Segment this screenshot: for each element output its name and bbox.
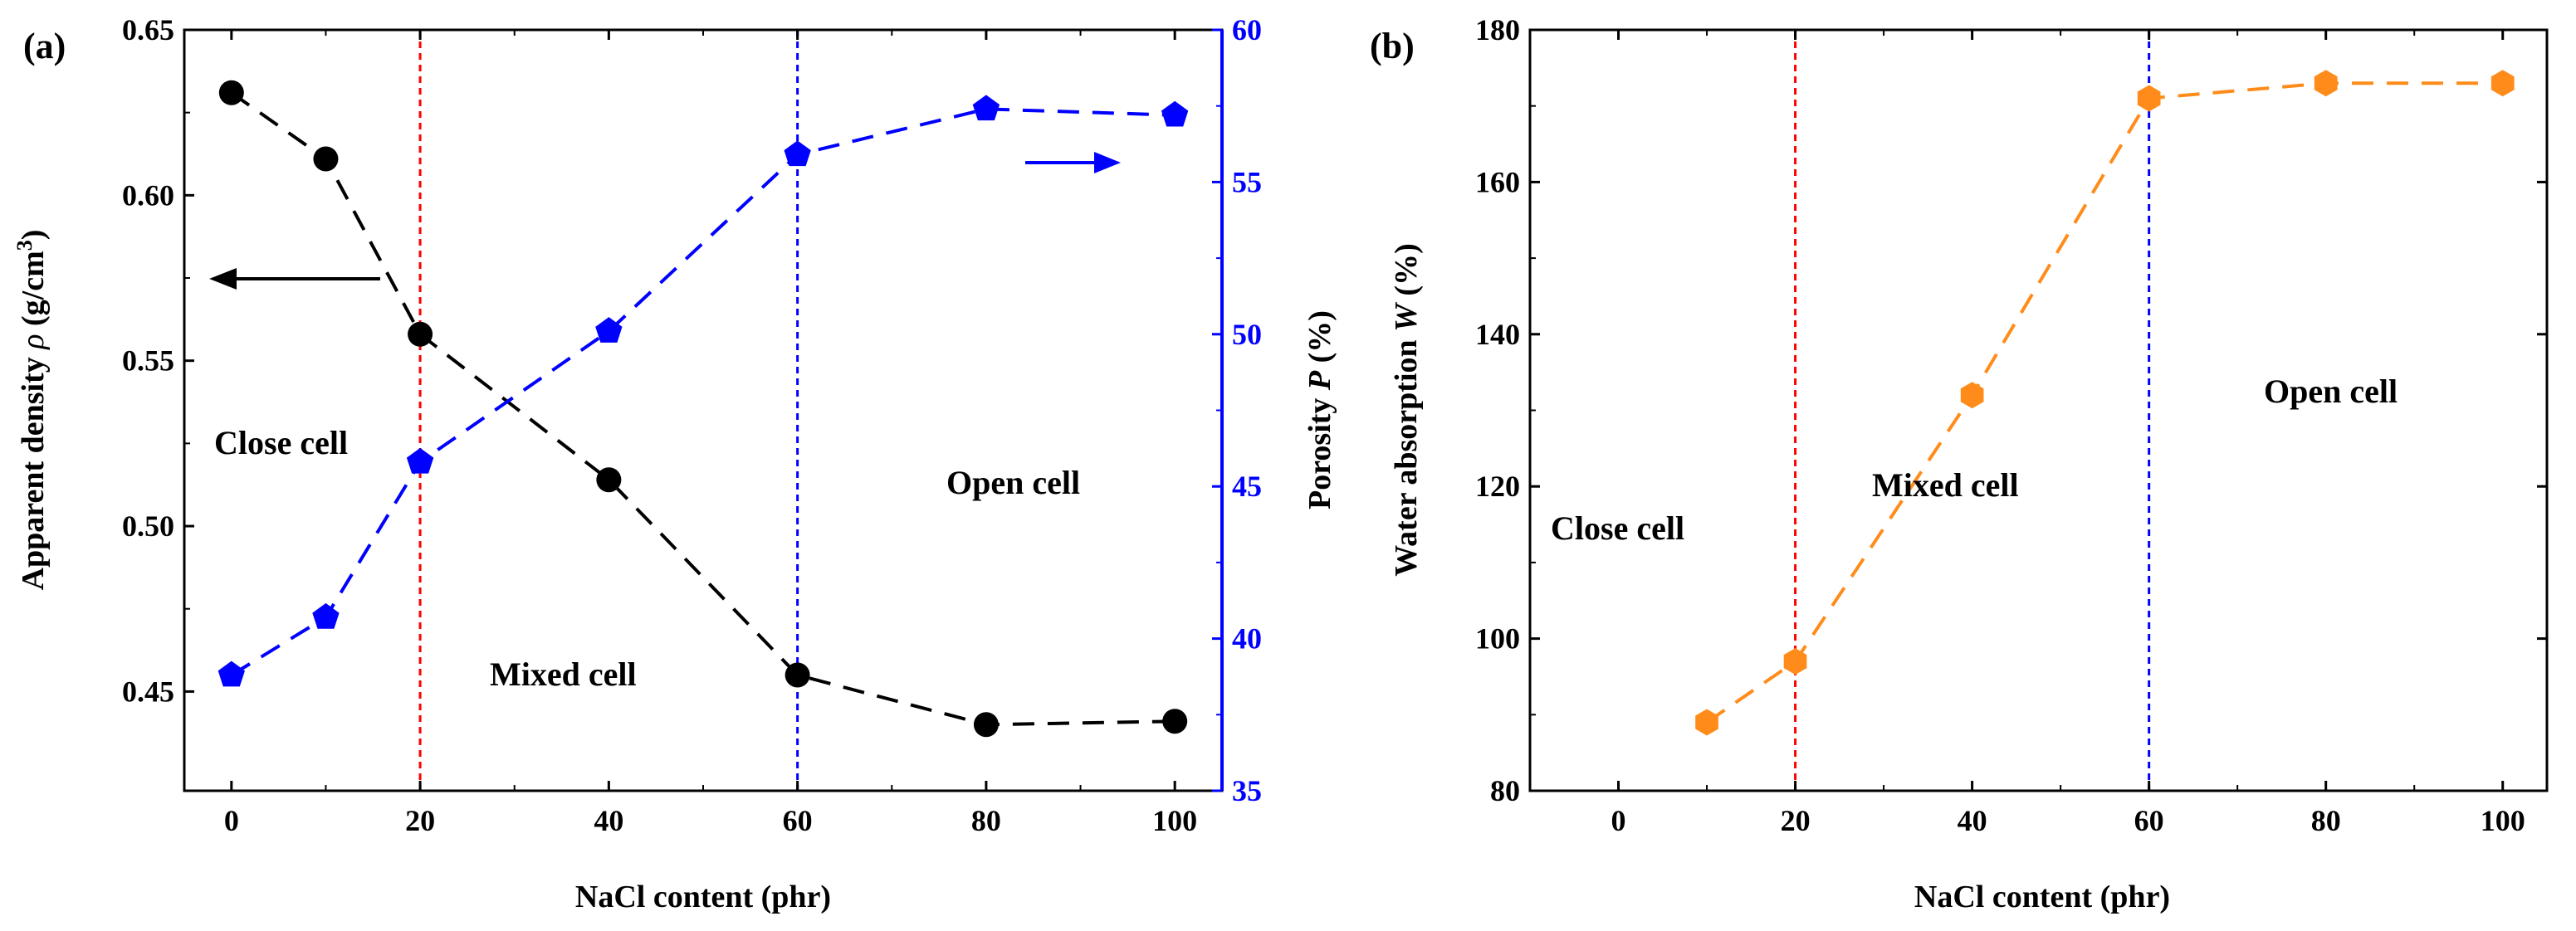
water-point bbox=[2314, 70, 2338, 97]
density-series-line bbox=[230, 91, 1176, 727]
x-tick-label: 100 bbox=[1152, 804, 1197, 837]
panel-b-dividers bbox=[1794, 30, 2151, 791]
y-tick-label: 0.60 bbox=[122, 178, 174, 212]
panel-a-x-axis-title: NaCl content (phr) bbox=[575, 880, 831, 914]
water-series-line bbox=[1705, 81, 2503, 724]
water-point bbox=[1695, 709, 1718, 736]
panel-b-x-ticks: 0 20 40 60 80 100 bbox=[1611, 30, 2525, 837]
y-tick-label: 0.50 bbox=[122, 509, 174, 543]
density-point bbox=[1162, 709, 1188, 734]
x-tick-label: 0 bbox=[1611, 804, 1626, 837]
porosity-point bbox=[972, 95, 1000, 121]
water-point bbox=[2137, 85, 2161, 112]
y-tick-label: 0.65 bbox=[122, 13, 174, 46]
y-tick-label: 180 bbox=[1475, 13, 1520, 46]
panel-a-region-mixed: Mixed cell bbox=[490, 656, 637, 693]
x-tick-label: 20 bbox=[1781, 804, 1811, 837]
panel-a-label: (a) bbox=[23, 26, 66, 66]
porosity-point bbox=[218, 660, 245, 687]
x-tick-label: 60 bbox=[2134, 804, 2164, 837]
y-tick-label: 80 bbox=[1490, 774, 1520, 807]
porosity-series-line bbox=[230, 107, 1176, 677]
water-point bbox=[1783, 648, 1807, 675]
porosity-point bbox=[312, 602, 340, 629]
panel-b-lines bbox=[1705, 81, 2503, 724]
density-point bbox=[408, 321, 433, 347]
panel-a-region-open: Open cell bbox=[946, 464, 1080, 501]
x-tick-label: 40 bbox=[1958, 804, 1987, 837]
density-point bbox=[596, 467, 622, 493]
panel-a-right-ticks: 35 40 45 50 55 60 bbox=[1212, 13, 1262, 807]
panel-b-y-axis-title: Water absorption W (%) bbox=[1389, 243, 1424, 576]
y-tick-label: 120 bbox=[1475, 470, 1520, 503]
y-tick-label: 0.45 bbox=[122, 675, 174, 708]
x-tick-label: 100 bbox=[2481, 804, 2525, 837]
panel-a-right-axis-title: Porosity P (%) bbox=[1303, 310, 1337, 509]
panel-a-left-ticks: 0.45 0.50 0.55 0.60 0.65 bbox=[122, 13, 194, 708]
water-point bbox=[2490, 70, 2515, 97]
y-tick-label: 55 bbox=[1232, 165, 1262, 198]
y-tick-label: 0.55 bbox=[122, 344, 174, 378]
panel-b-plot-frame bbox=[1528, 28, 2549, 792]
x-tick-label: 40 bbox=[594, 804, 623, 837]
arrow-left-icon bbox=[209, 268, 380, 290]
density-point bbox=[218, 80, 244, 105]
panel-b-x-axis-title: NaCl content (phr) bbox=[1914, 880, 2170, 914]
x-tick-label: 80 bbox=[2311, 804, 2341, 837]
x-tick-label: 20 bbox=[405, 804, 435, 837]
panel-b: (b) 0 20 40 60 80 100 80 100 120 140 160 180 Close… bbox=[1370, 13, 2549, 914]
panel-b-region-open: Open cell bbox=[2264, 373, 2398, 410]
density-point bbox=[973, 712, 999, 738]
panel-b-markers bbox=[1695, 70, 2515, 736]
panel-b-label: (b) bbox=[1370, 26, 1415, 66]
y-tick-label: 50 bbox=[1232, 318, 1262, 351]
x-tick-label: 60 bbox=[783, 804, 813, 837]
y-tick-label: 40 bbox=[1232, 622, 1262, 656]
panel-a-left-axis-title: Apparent density ρ (g/cm3) bbox=[12, 230, 51, 591]
porosity-point bbox=[406, 447, 434, 474]
arrow-right-icon bbox=[1025, 152, 1121, 173]
panel-a-region-close: Close cell bbox=[214, 424, 348, 461]
panel-a-lines bbox=[230, 91, 1176, 727]
density-point bbox=[785, 662, 810, 688]
density-point bbox=[313, 146, 339, 172]
panel-a-plot-frame bbox=[183, 28, 1224, 792]
x-tick-label: 80 bbox=[971, 804, 1001, 837]
y-tick-label: 35 bbox=[1232, 774, 1262, 807]
y-tick-label: 45 bbox=[1232, 470, 1262, 503]
panel-b-y-ticks: 80 100 120 140 160 180 bbox=[1475, 13, 2547, 807]
x-tick-label: 0 bbox=[224, 804, 239, 837]
porosity-point bbox=[784, 140, 811, 167]
y-tick-label: 60 bbox=[1232, 13, 1262, 46]
panel-b-region-close: Close cell bbox=[1551, 509, 1684, 547]
porosity-point bbox=[595, 317, 623, 343]
y-tick-label: 160 bbox=[1475, 165, 1520, 198]
panel-a-x-ticks: 0 20 40 60 80 100 bbox=[224, 30, 1197, 837]
panel-a-markers bbox=[218, 80, 1189, 738]
water-point bbox=[1960, 382, 1984, 409]
y-tick-label: 140 bbox=[1475, 318, 1520, 351]
porosity-point bbox=[1161, 100, 1189, 127]
panel-a: (a) 0 20 40 60 80 100 0.45 0.50 0.55 0.60 0.65 35… bbox=[12, 13, 1337, 914]
y-tick-label: 100 bbox=[1475, 622, 1520, 656]
panel-b-region-mixed: Mixed cell bbox=[1872, 466, 2019, 504]
